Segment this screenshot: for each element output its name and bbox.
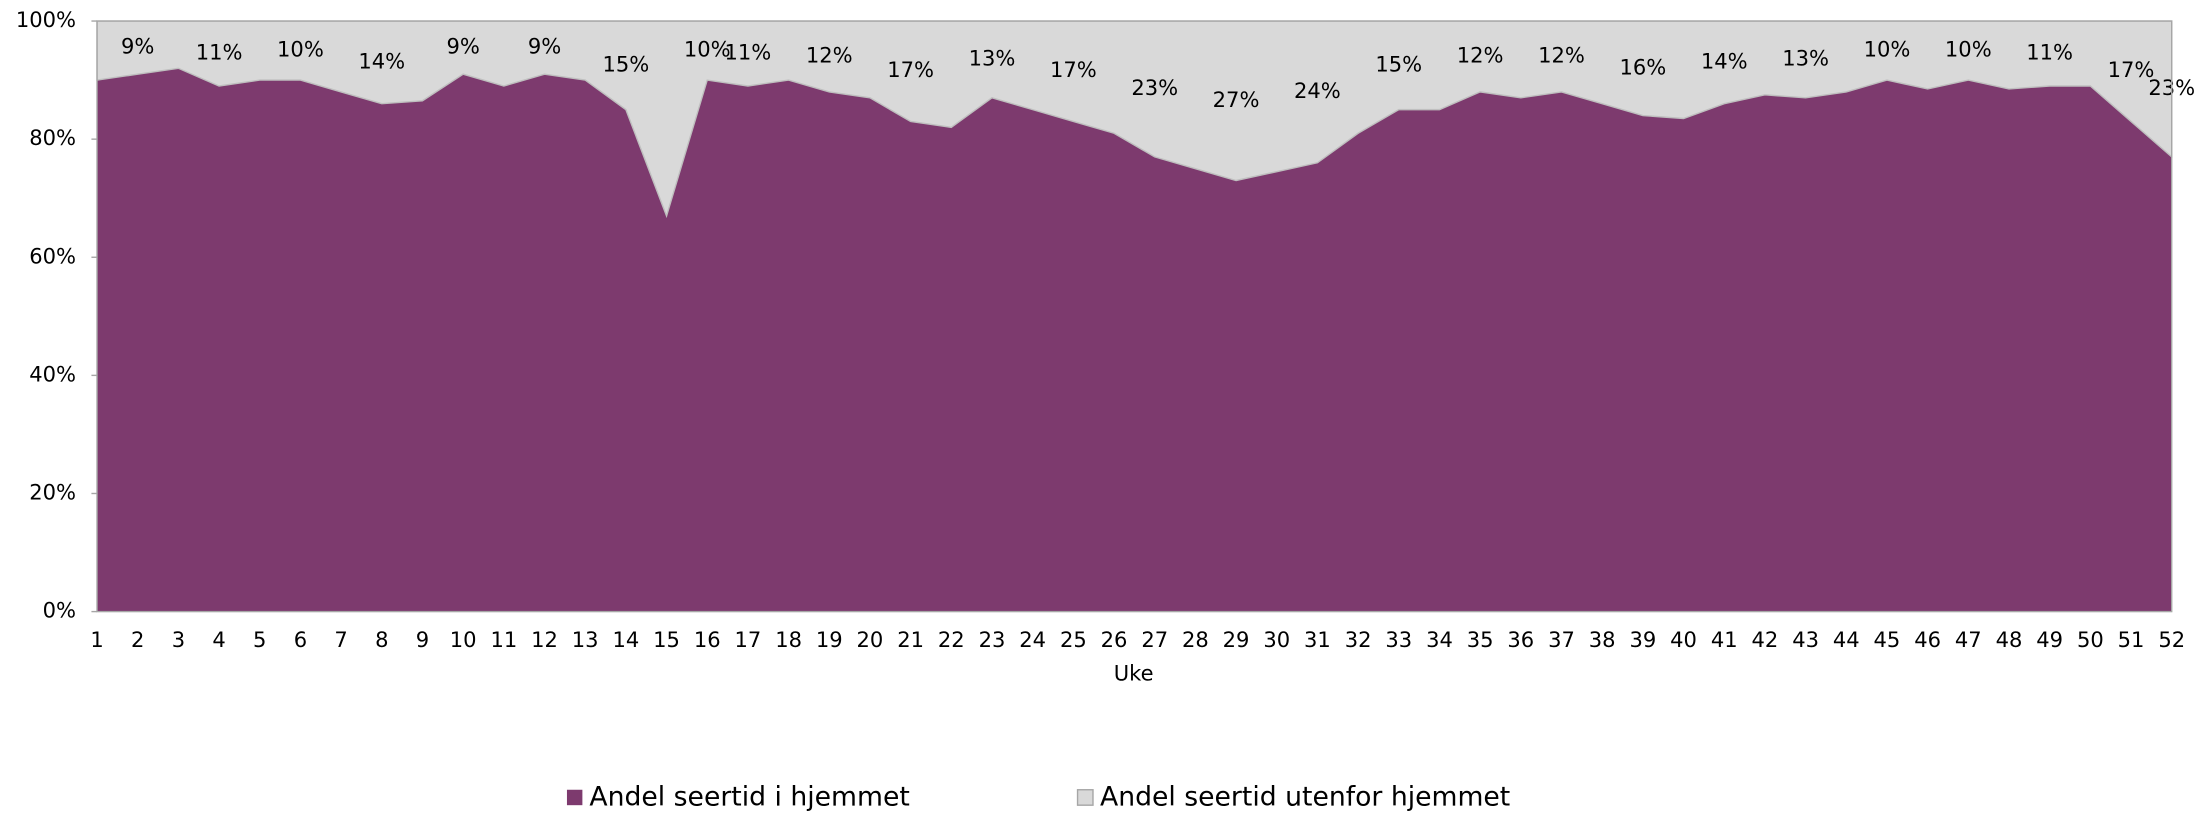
data-label: 17%	[2108, 57, 2155, 82]
data-label: 10%	[1864, 37, 1911, 62]
x-tick-label: 3	[172, 627, 185, 652]
x-tick-label: 43	[1792, 627, 1819, 652]
x-tick-label: 28	[1182, 627, 1209, 652]
x-tick-label: 34	[1426, 627, 1453, 652]
x-tick-label: 48	[1996, 627, 2023, 652]
x-tick-label: 40	[1670, 627, 1697, 652]
x-tick-label: 36	[1507, 627, 1534, 652]
data-label: 17%	[887, 57, 934, 82]
x-tick-label: 12	[531, 627, 558, 652]
x-tick-label: 52	[2158, 627, 2185, 652]
y-tick-label: 0%	[43, 598, 76, 623]
legend-swatch	[566, 789, 583, 806]
x-tick-label: 4	[212, 627, 225, 652]
x-tick-label: 41	[1711, 627, 1738, 652]
y-tick-label: 100%	[16, 7, 76, 32]
x-tick-label: 13	[572, 627, 599, 652]
x-tick-label: 45	[1874, 627, 1901, 652]
x-tick-label: 16	[694, 627, 721, 652]
legend-label: Andel seertid utenfor hjemmet	[1100, 782, 1510, 813]
x-tick-label: 8	[375, 627, 388, 652]
x-tick-label: 29	[1223, 627, 1250, 652]
data-label: 12%	[1457, 42, 1504, 67]
x-tick-label: 21	[897, 627, 924, 652]
x-tick-label: 5	[253, 627, 266, 652]
x-tick-label: 20	[857, 627, 884, 652]
x-tick-label: 35	[1467, 627, 1494, 652]
x-tick-label: 9	[416, 627, 429, 652]
x-tick-label: 47	[1955, 627, 1982, 652]
data-label: 12%	[806, 42, 853, 67]
data-label: 23%	[1131, 75, 1178, 100]
x-tick-label: 27	[1141, 627, 1168, 652]
x-tick-label: 38	[1589, 627, 1616, 652]
x-tick-label: 2	[131, 627, 144, 652]
data-label: 10%	[1945, 37, 1992, 62]
data-label: 9%	[446, 34, 479, 59]
data-label: 11%	[2026, 40, 2073, 65]
data-label: 11%	[196, 40, 243, 65]
x-tick-label: 26	[1101, 627, 1128, 652]
data-label: 14%	[358, 48, 405, 73]
x-tick-label: 14	[612, 627, 639, 652]
x-tick-label: 33	[1385, 627, 1412, 652]
x-tick-label: 19	[816, 627, 843, 652]
x-tick-label: 7	[334, 627, 347, 652]
x-tick-label: 30	[1263, 627, 1290, 652]
x-tick-label: 50	[2077, 627, 2104, 652]
x-tick-label: 37	[1548, 627, 1575, 652]
legend-label: Andel seertid i hjemmet	[589, 782, 909, 813]
data-label: 13%	[969, 45, 1016, 70]
x-tick-label: 6	[294, 627, 307, 652]
x-tick-label: 15	[653, 627, 680, 652]
area	[97, 68, 2172, 612]
x-tick-label: 24	[1019, 627, 1046, 652]
data-label: 10%	[684, 37, 731, 62]
data-label: 24%	[1294, 78, 1341, 103]
data-label: 17%	[1050, 57, 1097, 82]
x-tick-label: 42	[1752, 627, 1779, 652]
x-tick-label: 39	[1629, 627, 1656, 652]
x-tick-label: 22	[938, 627, 965, 652]
data-label: 15%	[1375, 51, 1422, 76]
y-tick-label: 60%	[29, 243, 76, 268]
x-tick-label: 44	[1833, 627, 1860, 652]
x-tick-label: 31	[1304, 627, 1331, 652]
data-label: 14%	[1701, 48, 1748, 73]
x-tick-label: 10	[450, 627, 477, 652]
data-label: 9%	[528, 34, 561, 59]
x-tick-label: 18	[775, 627, 802, 652]
data-label: 15%	[602, 51, 649, 76]
data-label: 10%	[277, 37, 324, 62]
x-tick-label: 49	[2036, 627, 2063, 652]
x-tick-label: 17	[735, 627, 762, 652]
x-tick-label: 46	[1914, 627, 1941, 652]
plot-border	[96, 20, 2173, 613]
data-label: 27%	[1213, 87, 1260, 112]
data-label: 9%	[121, 34, 154, 59]
data-label: 12%	[1538, 42, 1585, 67]
x-tick-label: 51	[2118, 627, 2145, 652]
x-tick-label: 25	[1060, 627, 1087, 652]
x-tick-label: 23	[979, 627, 1006, 652]
x-axis-label: Uke	[1114, 661, 1154, 686]
data-label: 11%	[725, 40, 772, 65]
x-tick-label: 11	[490, 627, 517, 652]
y-tick-label: 40%	[29, 361, 76, 386]
y-tick-label: 80%	[29, 125, 76, 150]
x-tick-label: 1	[90, 627, 103, 652]
y-tick-label: 20%	[29, 479, 76, 504]
data-label: 16%	[1619, 54, 1666, 79]
data-label: 13%	[1782, 45, 1829, 70]
x-tick-label: 32	[1345, 627, 1372, 652]
legend-swatch	[1076, 789, 1094, 806]
